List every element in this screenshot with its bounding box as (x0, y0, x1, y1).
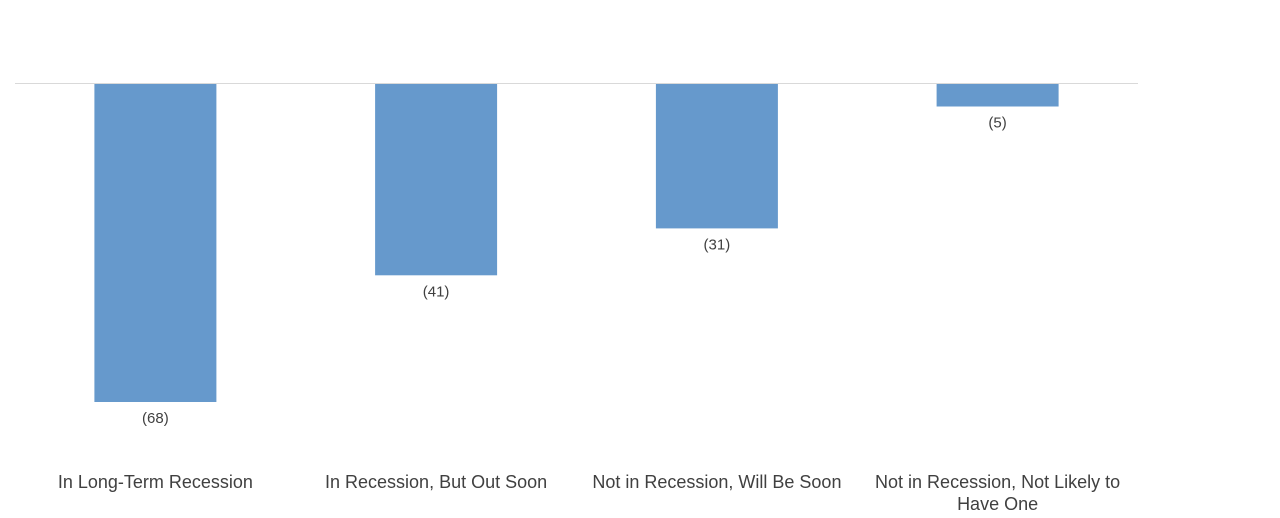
category-label-line: In Long-Term Recession (58, 472, 253, 492)
category-label-line: Not in Recession, Will Be Soon (592, 472, 841, 492)
data-label-1: (68) (142, 410, 169, 427)
bar-2 (375, 83, 498, 276)
category-label-4: Not in Recession, Not Likely to Have One (875, 472, 1120, 514)
category-label-line: Not in Recession, Not Likely to (875, 472, 1120, 492)
bar-4 (936, 83, 1059, 107)
category-labels-group: In Long-Term Recession In Recession, But … (58, 472, 1120, 514)
bar-3 (655, 83, 778, 229)
bars-group (94, 83, 1059, 402)
category-label-2: In Recession, But Out Soon (325, 472, 547, 492)
data-label-4: (5) (988, 115, 1006, 132)
data-label-3: (31) (704, 236, 731, 253)
category-label-3: Not in Recession, Will Be Soon (592, 472, 841, 492)
category-label-line: In Recession, But Out Soon (325, 472, 547, 492)
data-label-2: (41) (423, 283, 450, 300)
category-label-line: Have One (957, 494, 1038, 514)
data-labels-group: (68) (41) (31) (5) (142, 115, 1007, 428)
category-label-1: In Long-Term Recession (58, 472, 253, 492)
bar-1 (94, 83, 217, 402)
